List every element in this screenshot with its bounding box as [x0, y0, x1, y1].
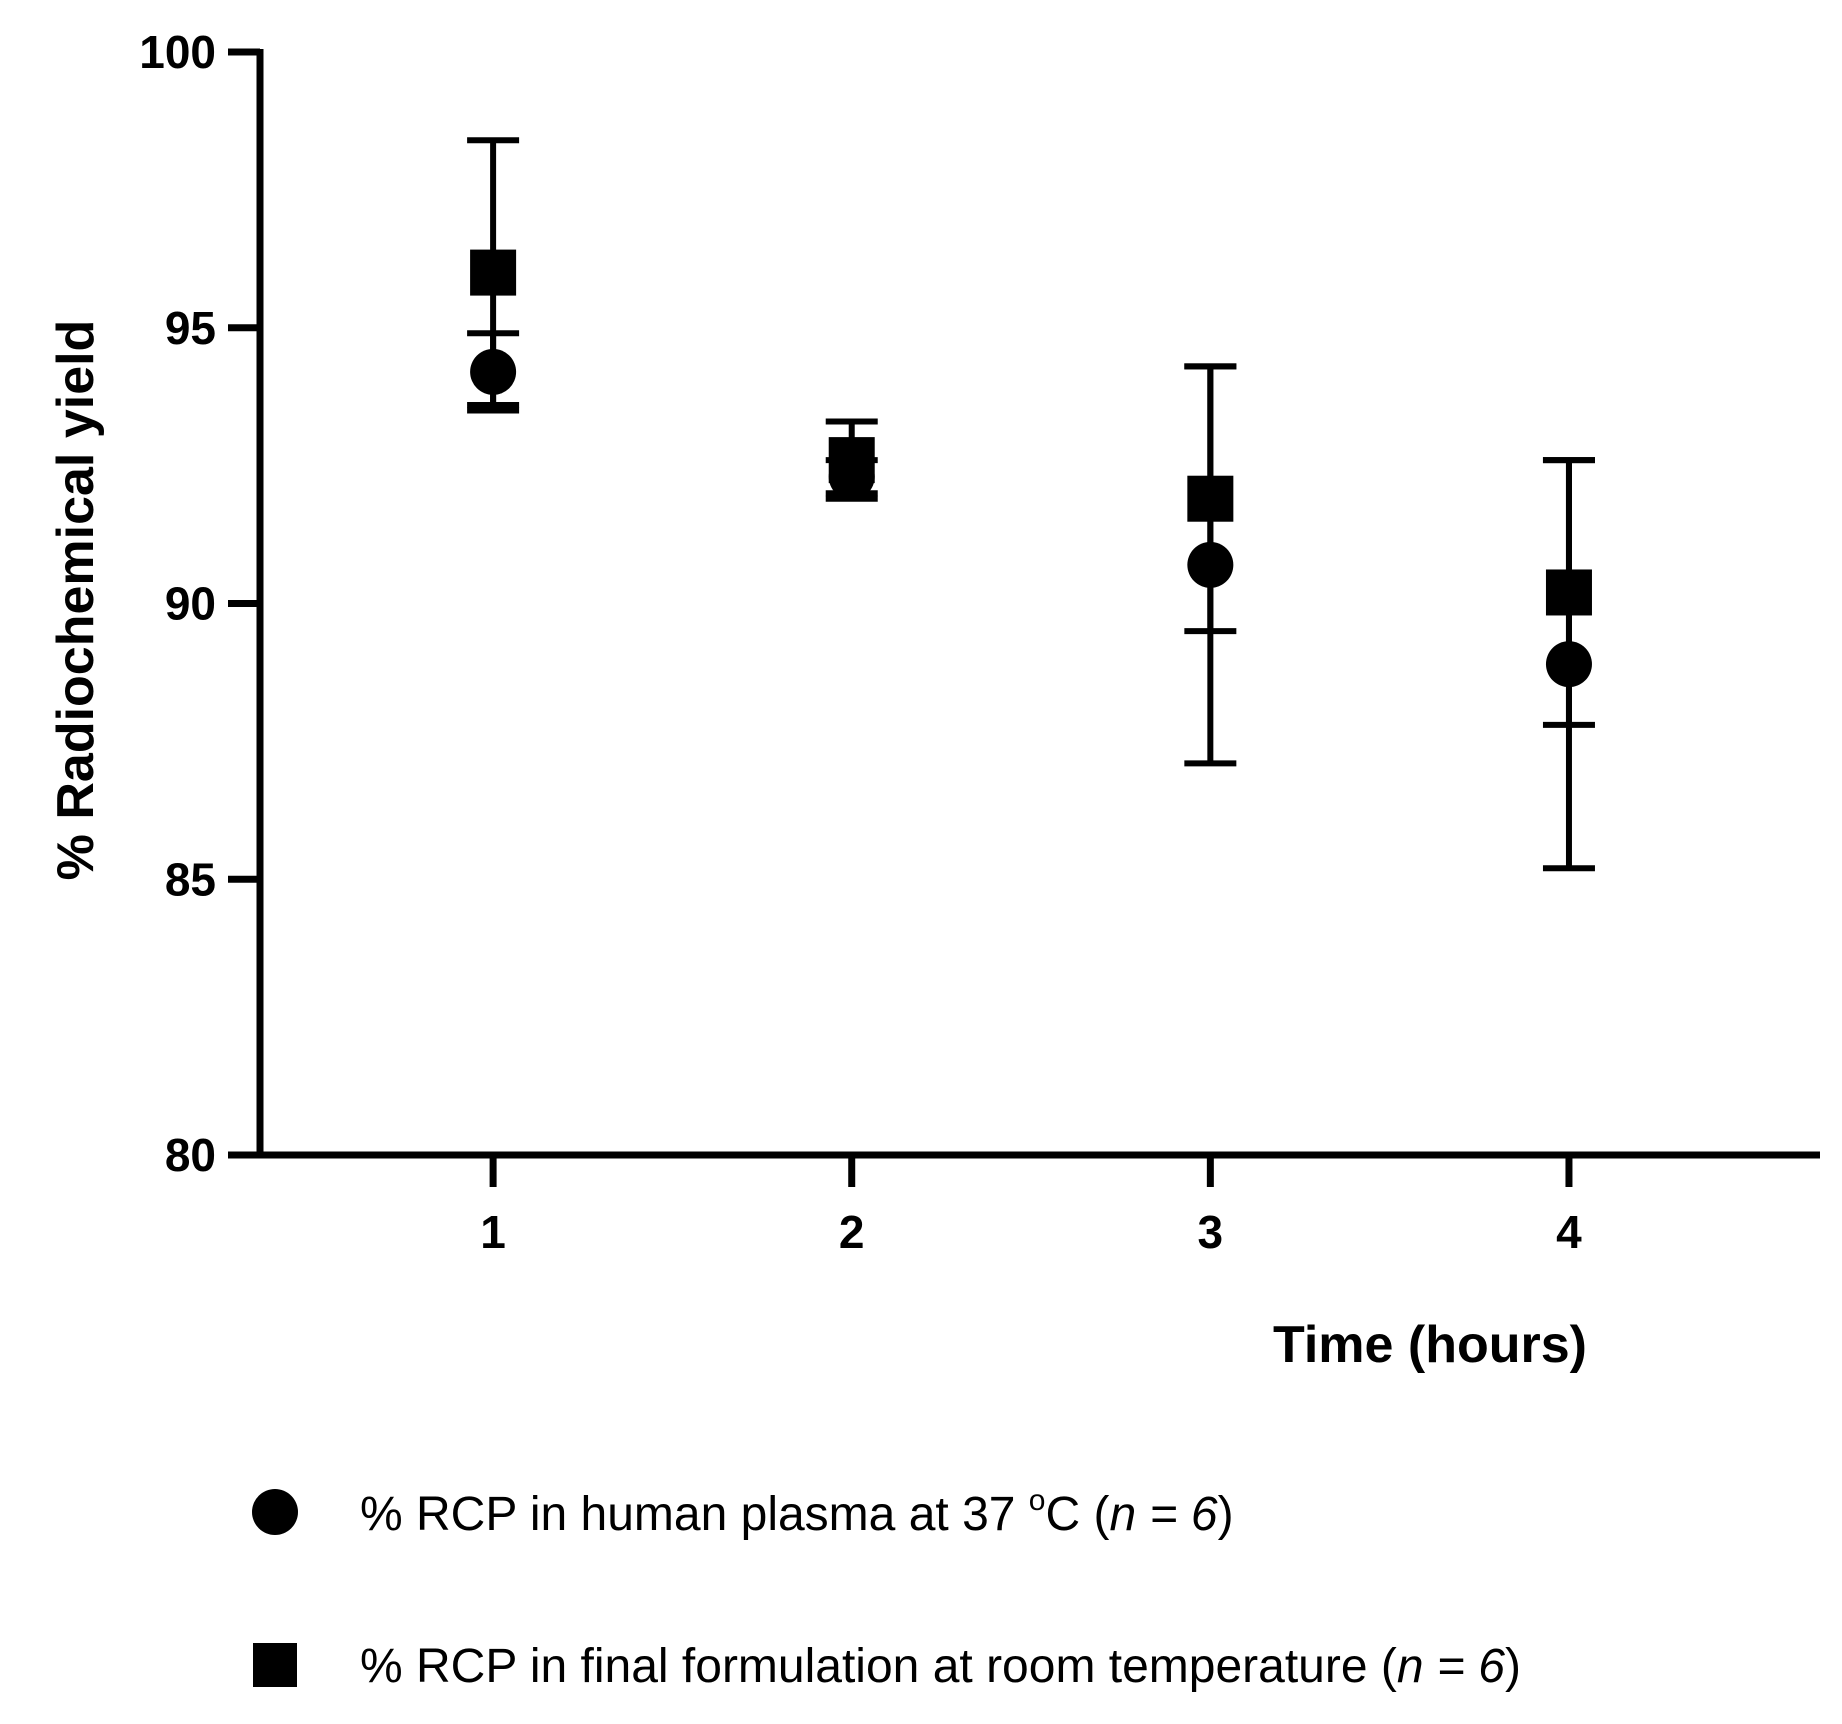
point-formulation-4: [1545, 569, 1592, 616]
x-axis-title: Time (hours): [1273, 1316, 1587, 1374]
legend-plasma-unit: C (: [1045, 1488, 1109, 1541]
legend-plasma-prefix: % RCP in human plasma at 37: [360, 1488, 1029, 1541]
y-tick-label-80: 80: [165, 1129, 216, 1181]
point-formulation-3: [1187, 475, 1234, 522]
y-axis-title: % Radiochemical yield: [47, 320, 105, 881]
legend-square-marker: [253, 1643, 297, 1687]
legend-entry-formulation: % RCP in final formulation at room tempe…: [360, 1640, 1521, 1693]
point-formulation-2: [828, 437, 875, 484]
legend-formulation-n: n: [1397, 1640, 1424, 1693]
y-tick-label-85: 85: [165, 853, 216, 905]
error-bars: [467, 137, 1595, 872]
point-plasma-4: [1545, 641, 1592, 688]
y-tick-label-95: 95: [165, 302, 216, 354]
x-tick-label-2: 2: [839, 1206, 865, 1258]
legend-formulation-num: 6: [1478, 1640, 1505, 1693]
legend-entry-plasma: % RCP in human plasma at 37 oC (n = 6): [360, 1484, 1234, 1541]
legend-circle-marker: [252, 1489, 298, 1535]
y-tick-label-90: 90: [165, 578, 216, 630]
data-markers: [470, 249, 1592, 688]
point-formulation-1: [470, 249, 517, 296]
legend-plasma-degree: o: [1029, 1484, 1046, 1517]
x-tick-label-1: 1: [480, 1206, 506, 1258]
legend-plasma-close: ): [1218, 1488, 1234, 1541]
legend-plasma-eq: =: [1136, 1488, 1191, 1541]
point-plasma-3: [1187, 541, 1234, 588]
x-tick-label-4: 4: [1556, 1206, 1582, 1258]
tick-labels: 80 85 90 95 100 1 2 3 4: [139, 26, 1582, 1258]
legend-formulation-close: ): [1505, 1640, 1521, 1693]
legend-formulation-prefix: % RCP in final formulation at room tempe…: [360, 1640, 1397, 1693]
point-plasma-1: [470, 348, 517, 395]
legend: % RCP in human plasma at 37 oC (n = 6) %…: [252, 1484, 1521, 1693]
x-tick-label-3: 3: [1198, 1206, 1224, 1258]
legend-plasma-num: 6: [1191, 1488, 1218, 1541]
legend-plasma-n: n: [1109, 1488, 1136, 1541]
y-tick-label-100: 100: [139, 26, 216, 78]
legend-formulation-eq: =: [1424, 1640, 1479, 1693]
ticks: [228, 48, 1573, 1187]
